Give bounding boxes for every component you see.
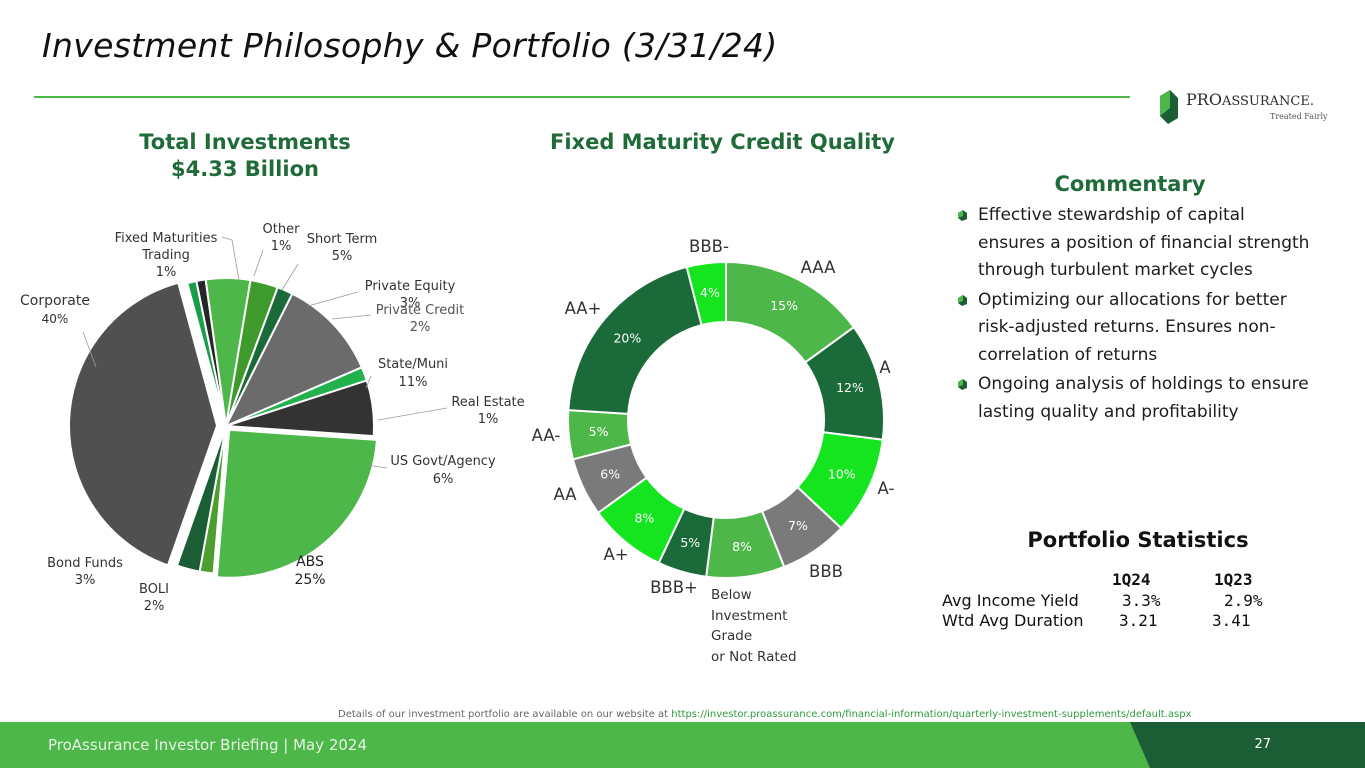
label-other-pct: 1%	[271, 239, 292, 254]
label-below-ig-3: Grade	[711, 628, 752, 644]
pie-labels: Fixed Maturities Trading 1% Other 1% Sho…	[20, 222, 525, 614]
stats-col-1q24: 1Q24	[1112, 570, 1151, 589]
donut-pct-aaa: 15%	[770, 298, 798, 313]
donut-pct-aa: 6%	[600, 466, 620, 481]
label-private-equity: Private Equity	[365, 279, 456, 294]
label-abs-pct: 25%	[294, 572, 325, 588]
label-a-plus: A+	[603, 545, 628, 564]
label-real-estate: Real Estate	[451, 395, 524, 410]
commentary-title: Commentary	[1054, 172, 1206, 196]
credit-quality-donut	[567, 260, 885, 579]
label-fixed-maturities: Fixed Maturities	[115, 231, 218, 246]
stats-row-label: Avg Income Yield	[942, 591, 1079, 610]
credit-quality-title: Fixed Maturity Credit Quality	[549, 130, 895, 154]
investment-supplements-link[interactable]: https://investor.proassurance.com/financ…	[671, 709, 1192, 720]
stats-row-value: 3.41	[1212, 611, 1251, 630]
label-state-muni-pct: 11%	[399, 375, 428, 390]
label-private-credit: Private Credit	[376, 303, 465, 318]
donut-pct-bbb: 7%	[788, 518, 808, 533]
footer-accent	[1130, 722, 1365, 768]
donut-pct-below-investment-grade-or-not-rated: 8%	[732, 539, 752, 554]
label-below-ig: Below	[711, 587, 752, 603]
label-bbb: BBB	[809, 562, 843, 581]
title-divider	[34, 96, 1130, 98]
leaf-bullet-icon	[958, 379, 967, 390]
donut-pct-aa: 5%	[589, 424, 609, 439]
label-private-equity-pct: 3%	[400, 296, 421, 311]
footnote: Details of our investment portfolio are …	[338, 709, 1192, 720]
leaf-bullet-icon	[958, 294, 967, 306]
label-aaa: AAA	[801, 258, 836, 277]
stats-row-value: 3.21	[1119, 611, 1158, 630]
label-bond-funds-pct: 3%	[75, 573, 96, 588]
donut-pct-a: 10%	[828, 466, 856, 481]
label-boli: BOLI	[139, 582, 169, 597]
pie-slice-corporate	[68, 281, 219, 567]
stats-row-value: 2.9%	[1224, 591, 1263, 610]
charts-canvas: Fixed Maturities Trading 1% Other 1% Sho…	[20, 222, 895, 665]
label-below-ig-4: or Not Rated	[711, 649, 797, 665]
label-private-credit-pct: 2%	[410, 320, 431, 335]
total-investments-subtitle: $4.33 Billion	[171, 157, 319, 181]
label-below-ig-2: Investment	[711, 608, 787, 624]
commentary-bullet: Ongoing analysis of holdings to ensure l…	[955, 371, 1315, 426]
pie-slice-state-muni	[223, 292, 364, 429]
label-other: Other	[263, 222, 301, 237]
stats-row-value: 3.3%	[1122, 591, 1161, 610]
label-corporate: Corporate	[20, 293, 90, 309]
label-aa-plus: AA+	[565, 299, 602, 318]
label-real-estate-pct: 1%	[478, 412, 499, 427]
label-bond-funds: Bond Funds	[47, 556, 123, 571]
leaf-bullet-icon	[958, 210, 967, 221]
logo-wordmark: PROASSURANCE.	[1186, 90, 1314, 109]
label-fixed-maturities-2: Trading	[141, 248, 190, 263]
label-short-term-pct: 5%	[332, 249, 353, 264]
company-logo: PROASSURANCE. Treated Fairly	[1156, 84, 1328, 128]
pie-slice-bond-funds	[175, 425, 227, 573]
donut-pct-aa: 20%	[613, 330, 641, 345]
label-us-govt: US Govt/Agency	[390, 454, 496, 469]
logo-tagline: Treated Fairly	[1270, 112, 1328, 121]
footer-bar: ProAssurance Investor Briefing | May 202…	[0, 722, 1365, 768]
label-abs: ABS	[296, 554, 324, 570]
stats-col-1q23: 1Q23	[1214, 570, 1253, 589]
label-fixed-maturities-pct: 1%	[156, 265, 177, 280]
portfolio-stats-title: Portfolio Statistics	[1027, 528, 1249, 552]
donut-pct-a: 12%	[836, 380, 864, 395]
stats-row-label: Wtd Avg Duration	[942, 611, 1084, 630]
label-us-govt-pct: 6%	[433, 472, 454, 487]
leaf-logo-icon	[1160, 90, 1178, 124]
pie-leader-lines	[82, 236, 448, 469]
donut-percent-labels: 15% 12% 10% 7% 8% 5% 8% 6% 5% 20% 4%	[589, 285, 864, 554]
page-title: Investment Philosophy & Portfolio (3/31/…	[42, 26, 778, 65]
donut-pct-a: 8%	[634, 511, 654, 526]
label-a: A	[879, 358, 891, 377]
donut-pct-bbb: 5%	[680, 535, 700, 550]
label-corporate-pct: 40%	[42, 312, 69, 326]
commentary-bullet: Optimizing our allocations for better ri…	[955, 287, 1315, 370]
donut-slice-bbb	[685, 260, 727, 327]
donut-category-labels: BBB- AAA A A- BBB Below Investment Grade…	[532, 237, 895, 665]
commentary-bullet: Effective stewardship of capital ensures…	[955, 202, 1315, 285]
label-bbb-minus: BBB-	[689, 237, 729, 256]
donut-pct-bbb: 4%	[700, 285, 720, 300]
total-investments-title: Total Investments	[139, 130, 351, 154]
total-investments-pie	[68, 277, 378, 579]
label-bbb-plus: BBB+	[650, 578, 698, 597]
pie-slice-us-govt-agency	[225, 379, 375, 438]
label-state-muni: State/Muni	[378, 357, 448, 372]
label-aa-minus: AA-	[532, 426, 561, 445]
commentary-list: Effective stewardship of capital ensures…	[955, 202, 1315, 428]
label-a-minus: A-	[878, 479, 895, 498]
label-aa: AA	[553, 485, 577, 504]
label-boli-pct: 2%	[144, 599, 165, 614]
label-short-term: Short Term	[307, 232, 378, 247]
page-number: 27	[1254, 737, 1271, 752]
footer-text: ProAssurance Investor Briefing | May 202…	[48, 736, 368, 754]
